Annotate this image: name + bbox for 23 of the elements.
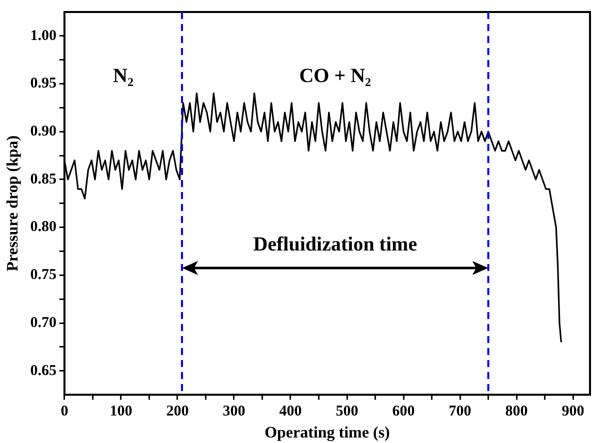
y-axis-title: Pressure drop (kpa) bbox=[4, 135, 22, 272]
x-tick-label: 500 bbox=[336, 404, 358, 420]
x-tick-label: 200 bbox=[166, 404, 189, 420]
annotation: Defluidization time bbox=[253, 234, 418, 256]
x-tick-label: 900 bbox=[562, 404, 584, 420]
x-tick-label: 800 bbox=[505, 404, 528, 420]
y-tick-label: 0.90 bbox=[30, 124, 56, 140]
x-tick-label: 400 bbox=[279, 404, 302, 420]
annotation: CO + N₂ bbox=[299, 65, 372, 88]
y-tick-label: 0.85 bbox=[30, 171, 56, 188]
x-tick-label: 0 bbox=[60, 404, 68, 420]
y-tick-label: 0.65 bbox=[30, 362, 56, 379]
y-tick-label: 0.95 bbox=[30, 76, 56, 92]
x-tick-label: 300 bbox=[222, 404, 246, 420]
y-tick-label: 0.75 bbox=[30, 267, 56, 284]
annotation: N₂ bbox=[112, 65, 134, 88]
x-tick-label: 700 bbox=[448, 404, 472, 420]
x-tick-label: 100 bbox=[110, 404, 132, 420]
y-tick-label: 0.70 bbox=[30, 314, 56, 331]
x-axis-title: Operating time (s) bbox=[264, 424, 390, 442]
y-tick-label: 1.00 bbox=[30, 28, 56, 44]
y-tick-label: 0.80 bbox=[30, 219, 56, 236]
x-tick-label: 600 bbox=[392, 404, 415, 420]
